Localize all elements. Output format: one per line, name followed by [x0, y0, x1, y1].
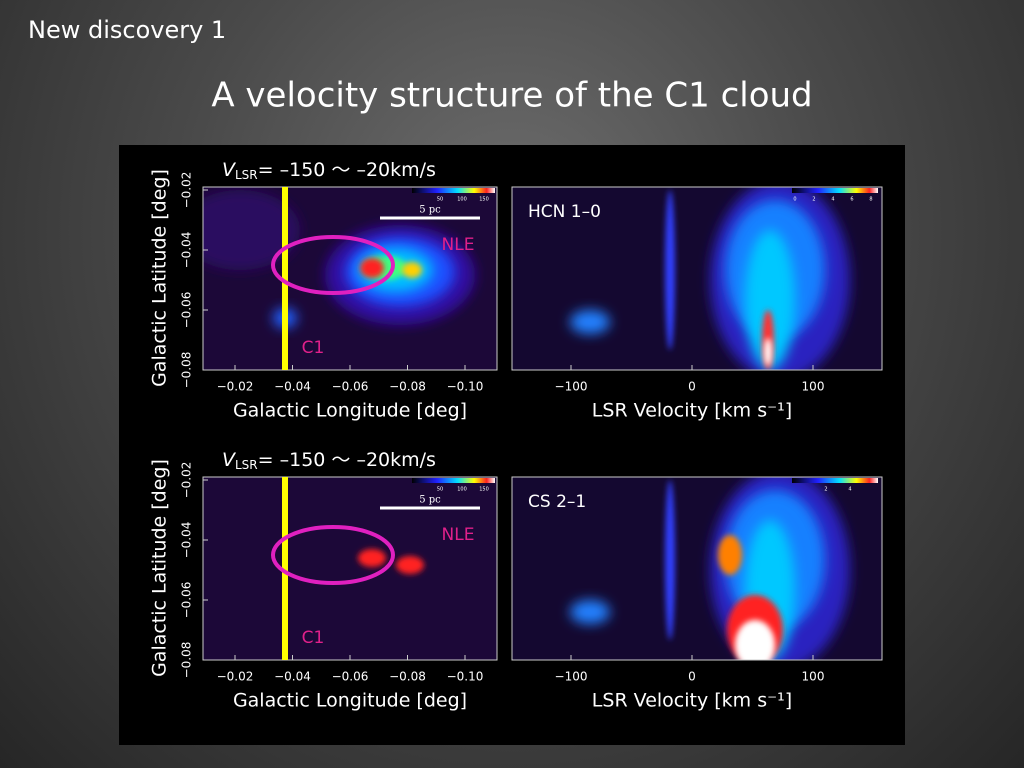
- map-label-c1: C1: [302, 628, 325, 648]
- colorbar-tick: 2: [812, 197, 815, 203]
- y-tick-label: −0.08: [180, 642, 194, 679]
- emission: [745, 230, 795, 370]
- pv-panel: CS 2–1 2 4 −100 0 100 LSR Velocity [km s⁻¹]: [511, 476, 883, 712]
- y-axis-label: Galactic Latitude [deg]: [149, 459, 171, 677]
- x-axis-label: Galactic Longitude [deg]: [233, 400, 467, 422]
- x-tick-label: 100: [802, 670, 825, 684]
- colorbar-tick: 0: [793, 197, 796, 203]
- x-tick-label: −0.08: [389, 380, 426, 394]
- line-label: HCN 1–0: [528, 202, 601, 222]
- x-tick-label: −0.02: [217, 380, 254, 394]
- highlight-ellipse: [271, 235, 395, 295]
- y-tick-label: −0.06: [180, 292, 194, 329]
- scale-bar-label: 5 pc: [419, 205, 441, 216]
- frame: [511, 476, 883, 661]
- emission: [570, 600, 610, 624]
- colorbar: [792, 188, 878, 193]
- map-image: [203, 187, 497, 370]
- emission: [358, 549, 386, 567]
- pv-panel: HCN 1–0 0 2 4 6 8 −100 0 100 LSR Velocity [km s⁻¹…: [511, 186, 883, 422]
- y-tick-label: −0.04: [180, 232, 194, 269]
- colorbar-tick: 150: [479, 197, 489, 203]
- x-tick-label: 0: [688, 670, 696, 684]
- x-tick-label: 0: [688, 380, 696, 394]
- x-tick-label: −0.06: [332, 380, 369, 394]
- velocity-range: = –150 〜 –20km/s: [258, 159, 436, 181]
- y-tick-label: −0.08: [180, 352, 194, 389]
- pv-image: [512, 477, 882, 660]
- slide-title: A velocity structure of the C1 cloud: [211, 76, 812, 116]
- x-axis-label: Galactic Longitude [deg]: [233, 690, 467, 712]
- map-label-nle: NLE: [442, 235, 475, 255]
- line-label: CS 2–1: [528, 492, 586, 512]
- emission: [360, 258, 384, 278]
- x-tick-label: −0.10: [447, 380, 484, 394]
- y-tick-label: −0.04: [180, 522, 194, 559]
- colorbar: [412, 478, 495, 483]
- velocity-subscript: LSR: [235, 168, 258, 182]
- y-tick-label: −0.06: [180, 582, 194, 619]
- section-label: New discovery 1: [28, 16, 226, 44]
- colorbar-tick: 4: [848, 487, 851, 493]
- x-tick-label: −0.04: [274, 670, 311, 684]
- colorbar: [792, 478, 878, 483]
- velocity-label: VLSR= –150 〜 –20km/s: [222, 449, 436, 472]
- scale-bar-label: 5 pc: [419, 495, 441, 506]
- x-axis-label: LSR Velocity [km s⁻¹]: [592, 400, 792, 422]
- emission: [735, 620, 775, 660]
- colorbar-tick: 100: [457, 197, 467, 203]
- x-tick-label: −100: [555, 380, 588, 394]
- colorbar-tick: 50: [437, 197, 443, 203]
- x-tick-label: −0.10: [447, 670, 484, 684]
- x-tick-label: −0.04: [274, 380, 311, 394]
- x-tick-label: −0.06: [332, 670, 369, 684]
- velocity-symbol: V: [222, 449, 237, 471]
- emission: [718, 535, 742, 575]
- velocity-subscript: LSR: [235, 458, 258, 472]
- x-tick-label: −0.08: [389, 670, 426, 684]
- y-axis-label: Galactic Latitude [deg]: [149, 169, 171, 387]
- map-bg: [203, 477, 497, 660]
- colorbar-tick: 2: [824, 487, 827, 493]
- x-axis-label: LSR Velocity [km s⁻¹]: [592, 690, 792, 712]
- map-label-nle: NLE: [442, 525, 475, 545]
- emission: [764, 338, 772, 366]
- map-panel: 5 pc 50 100 150 NLE C1 −0.02 −0.04 −0.06 −0.08 −0.…: [149, 169, 498, 422]
- highlight-ellipse: [271, 525, 395, 585]
- pv-image: [512, 187, 882, 370]
- frame: [511, 186, 883, 371]
- x-tick-label: 100: [802, 380, 825, 394]
- emission: [396, 556, 424, 574]
- colorbar-tick: 150: [479, 487, 489, 493]
- colorbar-tick: 6: [850, 197, 853, 203]
- colorbar-tick: 8: [869, 197, 872, 203]
- colorbar-tick: 4: [831, 197, 834, 203]
- x-tick-label: −100: [555, 670, 588, 684]
- velocity-symbol: V: [222, 159, 237, 181]
- emission: [203, 190, 300, 270]
- y-tick-label: −0.02: [180, 172, 194, 209]
- colorbar: [412, 188, 495, 193]
- velocity-range: = –150 〜 –20km/s: [258, 449, 436, 471]
- emission: [665, 480, 675, 640]
- velocity-label: VLSR= –150 〜 –20km/s: [222, 159, 436, 182]
- x-tick-label: −0.02: [217, 670, 254, 684]
- colorbar-tick: 50: [437, 487, 443, 493]
- colorbar-tick: 100: [457, 487, 467, 493]
- emission: [402, 262, 422, 278]
- map-label-c1: C1: [302, 338, 325, 358]
- map-panel: 5 pc 50 100 150 NLE C1 −0.02 −0.04 −0.06 −0.08 −0.…: [149, 459, 498, 712]
- emission: [665, 190, 675, 350]
- emission: [570, 310, 610, 334]
- y-tick-label: −0.02: [180, 462, 194, 499]
